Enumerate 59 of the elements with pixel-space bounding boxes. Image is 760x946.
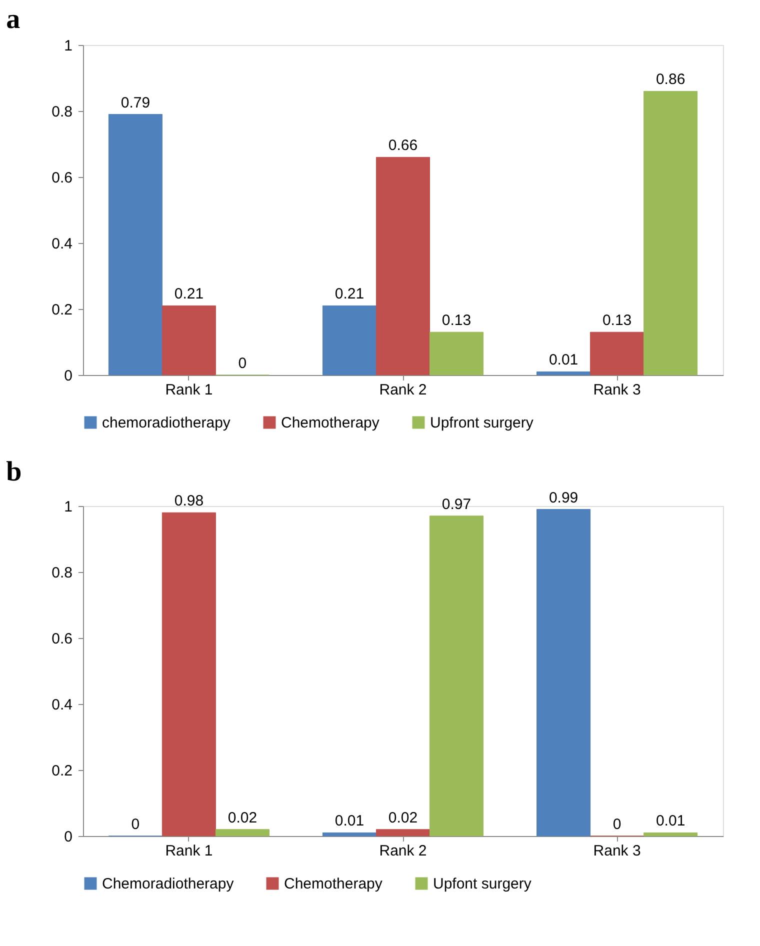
data-label: 0.66	[388, 137, 418, 154]
data-label: 0	[131, 816, 140, 833]
y-tick-label: 0.8	[52, 564, 72, 582]
data-label: 0.02	[228, 809, 258, 826]
data-label: 0.13	[602, 312, 632, 330]
legend-label: chemoradiotherapy	[102, 414, 231, 432]
bar	[536, 509, 591, 836]
y-tick-label: 0	[64, 368, 72, 384]
data-label: 0.86	[656, 71, 686, 88]
bar	[644, 832, 698, 836]
y-tick-label: 0.4	[52, 236, 72, 252]
data-label: 0	[238, 355, 247, 372]
legend-label: Chemoradiotherapy	[102, 876, 234, 893]
bar	[162, 305, 216, 376]
legend-label: Chemotherapy	[281, 414, 380, 432]
legend-label: Upfont surgery	[433, 876, 532, 893]
x-tick-label: Rank 2	[379, 842, 427, 860]
bar	[376, 156, 430, 376]
data-label: 0.01	[656, 812, 686, 830]
bar	[590, 332, 644, 376]
data-label: 0.79	[120, 94, 150, 112]
x-tick-label: Rank 1	[165, 842, 213, 860]
data-label: 0.97	[442, 496, 472, 513]
data-label: 0.98	[174, 492, 204, 510]
data-label: 0.21	[334, 286, 364, 303]
data-label: 0.01	[548, 352, 578, 369]
x-tick-label: Rank 2	[379, 382, 427, 398]
bar	[162, 512, 216, 836]
y-tick-label: 1	[64, 38, 72, 54]
data-label: 0	[612, 816, 622, 833]
x-tick-label: Rank 3	[593, 382, 641, 398]
bar	[536, 371, 591, 376]
x-tick-label: Rank 3	[593, 842, 641, 860]
y-tick-label: 0	[64, 828, 72, 846]
chart-title: b	[6, 456, 22, 488]
bar	[430, 516, 484, 836]
y-tick-label: 0.8	[52, 104, 72, 120]
x-tick-label: Rank 1	[165, 382, 213, 398]
bar	[644, 90, 698, 376]
y-tick-label: 0.2	[52, 302, 72, 318]
data-label: 0.21	[174, 286, 204, 303]
y-tick-label: 1	[64, 498, 72, 516]
y-tick-label: 0.6	[52, 630, 72, 648]
bar	[376, 829, 430, 836]
bar	[108, 114, 162, 376]
bar	[215, 829, 270, 836]
chart-title: a	[6, 4, 20, 35]
data-label: 0.02	[388, 809, 418, 826]
data-label: 0.13	[442, 312, 472, 330]
legend-label: Chemotherapy	[284, 876, 383, 893]
y-tick-label: 0.6	[52, 170, 72, 186]
data-label: 0.01	[334, 812, 364, 830]
data-label: 0.99	[548, 489, 578, 506]
legend-label: Upfront surgery	[430, 414, 534, 432]
bar	[430, 332, 484, 376]
y-tick-label: 0.4	[52, 696, 72, 714]
bar	[322, 305, 376, 376]
y-tick-label: 0.2	[52, 762, 72, 780]
bar	[322, 832, 376, 836]
